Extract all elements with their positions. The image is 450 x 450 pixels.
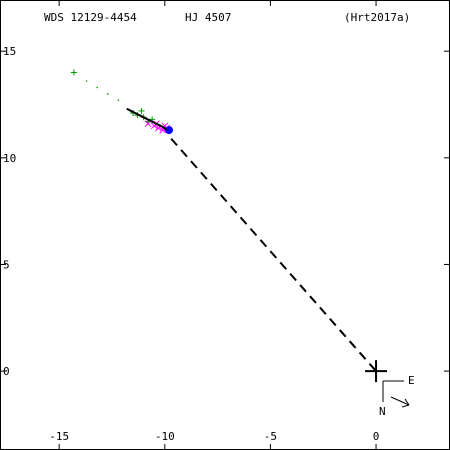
x-tick-label: -15 — [49, 430, 69, 443]
projection-dashed-line — [170, 137, 377, 372]
x-tick-label: -10 — [155, 430, 175, 443]
y-tick-label: 0 — [3, 365, 10, 378]
star-name-label: HJ 4507 — [185, 11, 231, 24]
primary-star-cross — [365, 360, 388, 383]
y-tick-label: 5 — [3, 258, 10, 271]
compass-east-label: E — [408, 374, 415, 387]
compass-north-label: N — [379, 405, 386, 418]
observation-plus — [138, 107, 145, 114]
compass: E N — [379, 374, 415, 418]
orbit-dot — [85, 80, 88, 82]
latest-observation-dot — [165, 126, 174, 135]
observation-cross — [144, 120, 152, 128]
y-tick-label: 15 — [3, 45, 16, 58]
x-tick-label: -5 — [264, 430, 277, 443]
reference-label: (Hrt2017a) — [344, 11, 410, 24]
orbit-dot — [106, 93, 109, 95]
orbit-dot — [96, 86, 98, 89]
x-tick-label: 0 — [373, 430, 380, 443]
wds-id-label: WDS 12129-4454 — [44, 11, 137, 24]
first-observation-plus — [70, 69, 77, 76]
data-marks — [70, 69, 388, 383]
motion-arrow-icon — [390, 396, 410, 408]
fitted-orbit-arc — [126, 107, 168, 131]
orbit-dot — [117, 99, 120, 102]
y-tick-label: 10 — [3, 152, 16, 165]
